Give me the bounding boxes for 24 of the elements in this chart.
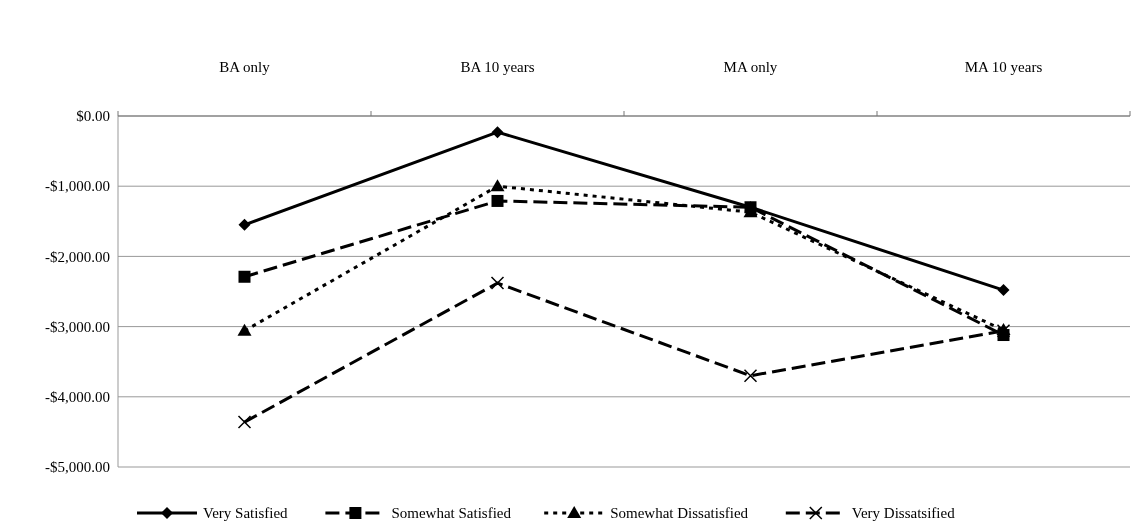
x-tick-label: MA 10 years: [964, 59, 1043, 75]
x-tick-label: BA 10 years: [460, 59, 535, 75]
point: [491, 194, 504, 207]
y-tick-label: -$2,000.00: [45, 248, 110, 265]
point: [237, 415, 252, 429]
legend-label: Very Dissatsified: [851, 505, 956, 522]
point: [997, 284, 1010, 297]
point: [491, 126, 504, 139]
y-tick-label: -$3,000.00: [45, 318, 110, 335]
x-tick-label: BA only: [219, 59, 271, 75]
legend-label: Very Satisfied: [203, 505, 289, 522]
point: [490, 179, 505, 192]
y-tick-label: $0.00: [76, 108, 110, 125]
point: [237, 323, 252, 336]
x-tick-label: MA only: [723, 59, 778, 75]
point: [743, 368, 758, 383]
legend-label: Somewhat Dissatisfied: [610, 505, 749, 522]
y-tick-label: -$5,000.00: [45, 459, 110, 476]
legend-label: Somewhat Satisfied: [391, 505, 512, 522]
y-tick-label: -$4,000.00: [45, 389, 110, 406]
point: [490, 276, 505, 290]
point: [238, 218, 251, 231]
point: [238, 270, 251, 283]
y-tick-label: -$1,000.00: [45, 178, 110, 195]
